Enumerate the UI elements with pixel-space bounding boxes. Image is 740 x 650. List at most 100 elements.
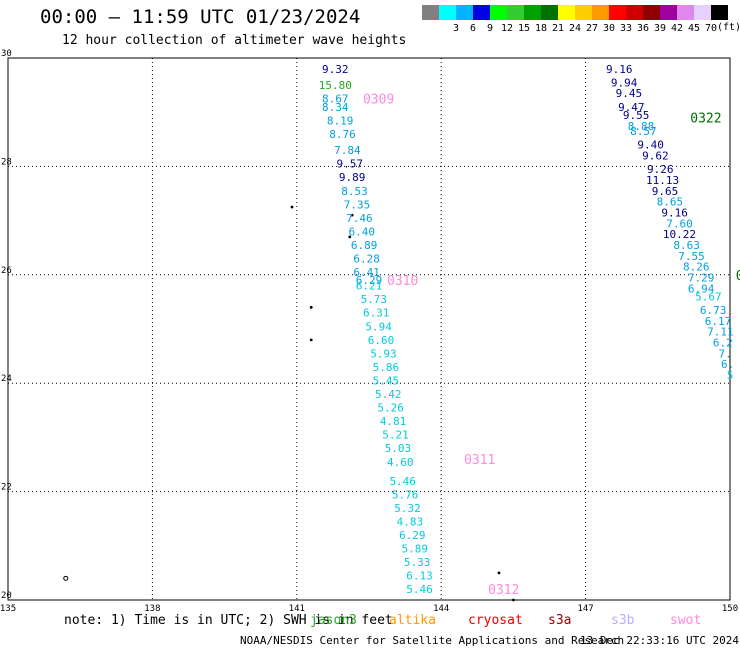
wave-height-value: 5.21 [382,429,409,442]
wave-height-value: 6.31 [363,307,390,320]
island-marker [290,205,294,209]
wave-height-value: 15.80 [319,79,352,92]
y-tick-label: 24 [1,374,12,384]
wave-height-value: 8.53 [341,185,368,198]
color-bin-swatch [422,5,439,20]
color-bin-label: 12 [501,23,513,34]
x-tick-label: 141 [289,604,305,612]
x-tick-label: 135 [0,604,16,612]
wave-height-value: 8.34 [322,101,349,114]
island-marker [63,575,69,581]
color-bin-swatch [456,5,473,20]
wave-height-value: 6.29 [399,529,426,542]
map-frame [7,57,731,601]
x-tick-label: 147 [577,604,593,612]
wave-height-value: 6.2 [713,337,733,350]
wave-height-value: 8.76 [329,128,356,141]
track-id-label: 0 [736,269,740,284]
wave-height-value: 9.16 [661,206,688,219]
color-bin-label: 21 [552,23,564,34]
color-bin-label: 6 [470,23,476,34]
wave-height-value: 6.21 [356,280,383,293]
color-bin-swatch [524,5,541,20]
legend-jason3: jason3 [310,613,357,628]
wave-height-value: 9.89 [339,171,366,184]
island-marker [348,235,352,239]
color-bin-swatch [490,5,507,20]
wave-height-value: 5.93 [370,347,397,360]
wave-height-value: 5.45 [373,374,400,387]
color-bin-label: 3 [453,23,459,34]
wave-height-value: 8.26 [683,261,710,274]
color-bin-label: 39 [654,23,666,34]
wave-height-value: 8.88 [628,120,655,133]
color-bin-swatch [439,5,456,20]
wave-height-value: 9.26 [647,163,674,176]
wave-height-value: 8.19 [327,114,354,127]
wave-height-value: 9.45 [616,87,643,100]
color-bin-swatch [626,5,643,20]
wave-height-value: 5.89 [401,543,428,556]
legend-cryosat: cryosat [468,613,523,628]
wave-height-value: 9.57 [336,158,363,171]
y-tick-label: 20 [1,591,12,601]
legend-altika: altika [389,613,436,628]
color-bin-label: 27 [586,23,598,34]
wave-height-value: 4.81 [380,415,407,428]
wave-height-value: 5.86 [373,361,400,374]
wave-height-value: 5.67 [695,290,722,303]
color-bin-label: 70 [705,23,717,34]
y-tick-label: 22 [1,483,12,493]
color-bin-swatch [575,5,592,20]
wave-height-value: 7.84 [334,144,361,157]
color-bin-label: 30 [603,23,615,34]
wave-height-value: 5.73 [361,293,388,306]
footer-credit: NOAA/NESDIS Center for Satellite Applica… [240,634,625,647]
color-bin-label: 45 [688,23,700,34]
color-bin-swatch [541,5,558,20]
wave-height-value: 5.76 [392,488,419,501]
x-tick-label: 138 [144,604,160,612]
color-bin-swatch [677,5,694,20]
wave-height-value: 5.33 [404,556,431,569]
track-id-label: 0322 [690,112,721,127]
wave-height-value: 7. [719,347,732,360]
wave-height-value: 9.47 [618,101,645,114]
island-marker [350,213,354,217]
island-marker [309,338,313,342]
color-bin-swatch [609,5,626,20]
wave-height-value: 7.46 [346,212,373,225]
island-marker [497,571,501,575]
wave-height-value: 6.40 [349,225,376,238]
color-bin-label: 42 [671,23,683,34]
map-subtitle: 12 hour collection of altimeter wave hei… [62,33,407,48]
y-tick-label: 26 [1,266,12,276]
y-tick-label: 28 [1,157,12,167]
wave-height-value: 9.55 [623,109,650,122]
wave-height-value: 5.32 [394,502,421,515]
wave-height-value: 7.55 [678,250,705,263]
legend-s3b: s3b [611,613,635,628]
x-tick-label: 150 [722,604,738,612]
wave-height-value: 6.28 [353,253,380,266]
map-title: 00:00 – 11:59 UTC 01/23/2024 [40,6,361,28]
color-bin-label: 18 [535,23,547,34]
footer-timestamp: 13 Dec 22:33:16 UTC 2024 [580,634,739,647]
wave-height-value: 9.40 [637,139,664,152]
wave-height-value: 4.83 [397,515,424,528]
wave-height-value: 5.94 [365,320,392,333]
color-bin-label: 36 [637,23,649,34]
track-id-label: 0309 [363,93,394,108]
color-bin-swatch [711,5,728,20]
wave-height-value: 8.57 [630,125,657,138]
wave-height-value: 9.16 [606,63,633,76]
wave-height-value: 6.60 [368,334,395,347]
x-tick-label: 144 [433,604,449,612]
footnote: note: 1) Time is in UTC; 2) SWH is in fe… [64,613,393,628]
wave-height-value: 6.94 [688,282,715,295]
color-bin-swatch [558,5,575,20]
color-bin-label: 9 [487,23,493,34]
color-scale-bar: 3 6 9 12 15 18 21 24 27 30 33 36 39 42 45 70 [422,5,728,34]
wave-height-value: 8.63 [673,239,700,252]
wave-height-value: 9.94 [611,76,638,89]
